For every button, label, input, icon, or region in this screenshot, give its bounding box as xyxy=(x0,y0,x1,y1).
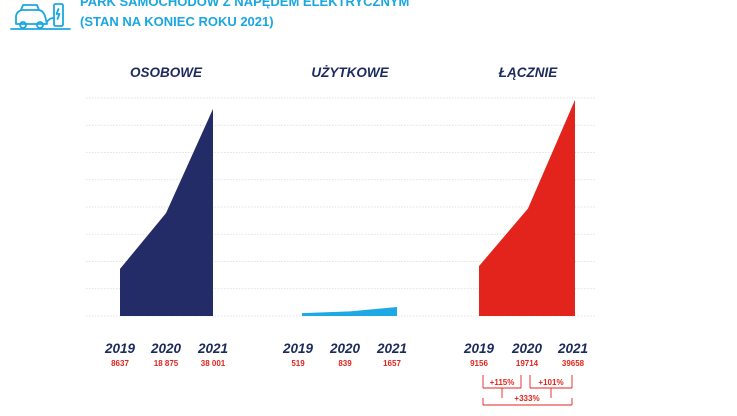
header-title-line2: (STAN NA KONIEC ROKU 2021) xyxy=(80,14,274,29)
growth-2019-2021: +333% xyxy=(514,394,539,403)
year-label: 2020 xyxy=(150,341,182,356)
value-label: 19714 xyxy=(516,359,539,368)
electric-car-charging-icon xyxy=(10,3,71,30)
year-label: 2019 xyxy=(463,341,495,356)
year-label: 2019 xyxy=(282,341,314,356)
year-label: 2021 xyxy=(557,341,588,356)
value-label: 8637 xyxy=(111,359,129,368)
area-uzytkowe xyxy=(302,306,397,316)
year-label: 2020 xyxy=(329,341,361,356)
value-label: 18 875 xyxy=(154,359,179,368)
value-label: 39658 xyxy=(562,359,585,368)
value-label: 839 xyxy=(338,359,352,368)
value-label: 38 001 xyxy=(201,359,226,368)
chart-areas xyxy=(120,99,575,317)
value-label: 9156 xyxy=(470,359,488,368)
year-label: 2019 xyxy=(104,341,136,356)
header-title-line1: PARK SAMOCHODÓW Z NAPĘDEM ELEKTRYCZNYM xyxy=(80,0,410,9)
growth-2019-2020: +115% xyxy=(490,378,515,387)
panel-title-lacznie: ŁĄCZNIE xyxy=(498,65,558,80)
year-label: 2021 xyxy=(376,341,407,356)
chart-labels: OSOBOWE 2019 8637 2020 18 875 2021 38 001 UŻYTK… xyxy=(104,65,588,368)
growth-annotations: +115% +101% +333% xyxy=(482,375,573,406)
area-osobowe xyxy=(120,108,213,316)
area-lacznie xyxy=(479,99,575,317)
header: PARK SAMOCHODÓW Z NAPĘDEM ELEKTRYCZNYM (… xyxy=(0,0,737,40)
growth-2020-2021: +101% xyxy=(538,378,563,387)
panel-title-uzytkowe: UŻYTKOWE xyxy=(311,65,389,80)
year-label: 2021 xyxy=(197,341,228,356)
value-label: 519 xyxy=(291,359,305,368)
panel-title-osobowe: OSOBOWE xyxy=(130,65,203,80)
value-label: 1657 xyxy=(383,359,401,368)
year-label: 2020 xyxy=(511,341,543,356)
